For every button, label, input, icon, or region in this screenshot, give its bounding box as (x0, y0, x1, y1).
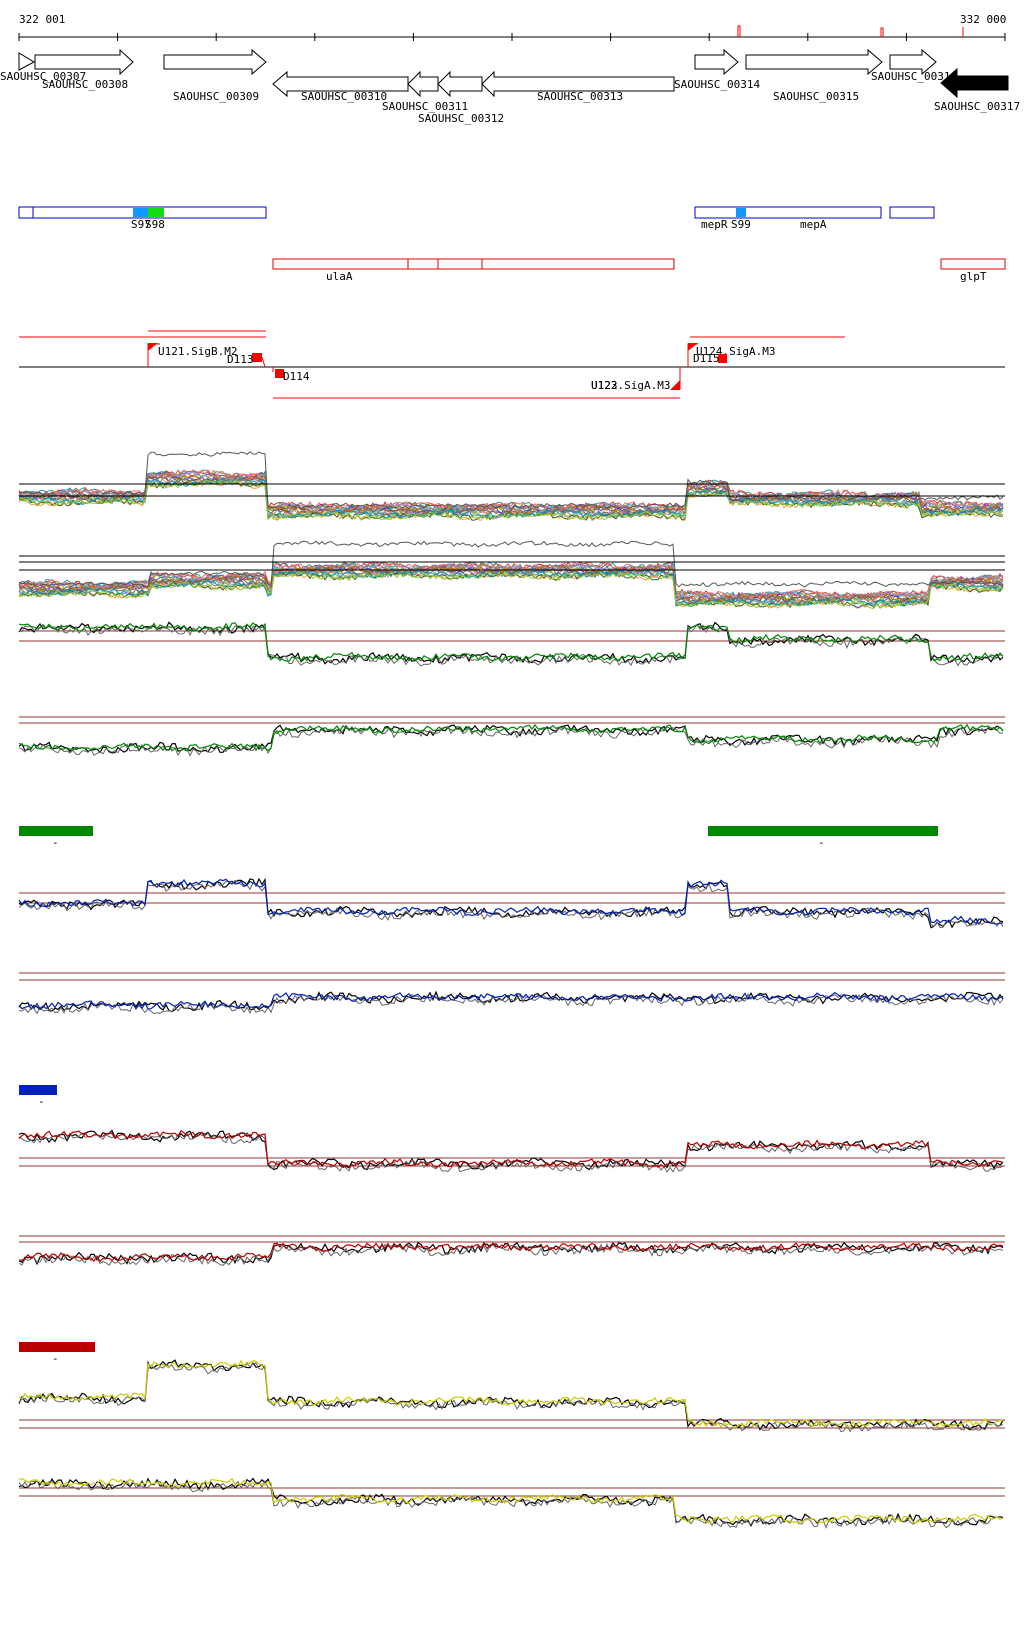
terminator-label-d113: D113 (227, 353, 254, 366)
feature-label-glpt: glpT (960, 270, 987, 283)
expression-trace-color (18, 1477, 1004, 1525)
expression-trace (18, 451, 1004, 510)
expression-trace-color (18, 723, 1004, 752)
terminator-d115[interactable] (718, 354, 727, 363)
expression-panels (18, 451, 1005, 1529)
gene-label: SAOUHSC_00313 (537, 90, 623, 103)
legend-bar-red[interactable] (19, 1342, 95, 1352)
feature-s98[interactable] (148, 208, 164, 217)
expression-trace-black (18, 1129, 1004, 1171)
ruler-ticks (18, 33, 1006, 41)
feature-label-s99: S99 (731, 218, 751, 231)
promoter-label-u122: U122.SigA.M3 (591, 379, 670, 392)
ruler-marker (737, 25, 884, 37)
legend-mark: - (38, 1095, 45, 1108)
legend-mark: - (52, 1352, 59, 1365)
gene-label: SAOUHSC_00309 (173, 90, 259, 103)
expression-trace-color (18, 1359, 1003, 1429)
gene-label: SAOUHSC_00307 (0, 70, 86, 83)
legend-bar-green[interactable] (19, 826, 93, 836)
expression-trace (18, 560, 1004, 600)
gene-label: SAOUHSC_00312 (418, 112, 504, 125)
terminator-label-d115: D115 (693, 352, 720, 365)
gene-saouhsc-00316[interactable]: SAOUHSC_00316 (871, 48, 957, 83)
gene-label: SAOUHSC_00308 (42, 78, 128, 91)
gene-label: SAOUHSC_00315 (773, 90, 859, 103)
expression-trace-grey (18, 879, 1004, 929)
ruler-end-label: 332 000 (960, 13, 1006, 26)
terminator-label-d114: D114 (283, 370, 310, 383)
expression-trace-color (18, 622, 1004, 662)
ruler-start-label: 322 001 (19, 13, 65, 26)
expression-trace-black (18, 990, 1004, 1013)
expression-trace-color (19, 1241, 1004, 1263)
blue-feature[interactable] (18, 206, 267, 219)
feature-s99[interactable] (736, 208, 746, 217)
expression-trace (18, 469, 1004, 512)
condition-legends: - - - - (19, 826, 938, 1365)
gene-saouhsc-00308[interactable]: SAOUHSC_00308 (34, 48, 134, 91)
expression-trace-color (18, 991, 1004, 1010)
feature-label-s98: S98 (145, 218, 165, 231)
expression-trace-black (18, 1359, 1004, 1431)
gene-saouhsc-00315[interactable]: SAOUHSC_00315 (745, 48, 883, 103)
blue-feature[interactable] (889, 206, 935, 219)
expression-trace-grey (18, 993, 1004, 1015)
expression-trace-black (18, 1477, 1004, 1528)
feature-label-mepa: mepA (800, 218, 827, 231)
expression-trace (18, 570, 1004, 609)
promoter-track: U121.SigB.M2 D113 D114 U122.SigA.M3 U123… (19, 330, 1005, 399)
blue-feature-track: S97 S98 mepR S99 mepA (18, 206, 935, 231)
gene-saouhsc-00317[interactable]: SAOUHSC_00317 (934, 67, 1020, 113)
gene-saouhsc-00314[interactable]: SAOUHSC_00314 (674, 48, 760, 91)
feature-s97[interactable] (133, 208, 148, 217)
terminator-d114[interactable] (275, 369, 284, 378)
promoter-label-u121: U121.SigB.M2 (158, 345, 237, 358)
gene-label: SAOUHSC_00311 (382, 100, 468, 113)
legend-bar-blue[interactable] (19, 1085, 57, 1095)
expression-trace (18, 474, 1004, 517)
expression-trace-color (18, 878, 1004, 925)
gene-saouhsc-00309[interactable]: SAOUHSC_00309 (163, 48, 267, 103)
expression-trace (18, 563, 1004, 601)
gene-label: SAOUHSC_00317 (934, 100, 1020, 113)
expression-trace-grey (18, 1479, 1004, 1529)
expression-trace (18, 477, 1004, 519)
expression-trace-grey (18, 1132, 1004, 1173)
gene-saouhsc-00313[interactable]: SAOUHSC_00313 (481, 70, 675, 103)
expression-trace-grey (18, 623, 1004, 667)
blue-feature[interactable] (694, 206, 882, 219)
expression-trace (18, 568, 1004, 607)
feature-label-ulaa: ulaA (326, 270, 353, 283)
red-gene-track: ulaA glpT (272, 258, 1006, 283)
coordinate-ruler: 322 001 332 000 (18, 13, 1006, 41)
promoter-label-u123: U123 (591, 379, 618, 392)
red-feature[interactable] (940, 258, 1006, 270)
expression-trace (18, 540, 1004, 588)
legend-bar-green[interactable] (708, 826, 938, 836)
gene-track: SAOUHSC_00307 SAOUHSC_00308 SAOUHSC_0030… (0, 48, 1020, 125)
expression-trace (18, 566, 1004, 606)
feature-label-mepr: mepR (701, 218, 728, 231)
gene-label: SAOUHSC_00314 (674, 78, 760, 91)
gene-saouhsc-00311[interactable]: SAOUHSC_00311 (382, 70, 468, 113)
terminator-d113[interactable] (252, 353, 262, 362)
red-feature[interactable] (272, 258, 675, 270)
expression-trace-grey (18, 725, 1004, 757)
legend-mark: - (52, 836, 59, 849)
expression-trace-grey (18, 1362, 1004, 1433)
expression-trace-color (18, 1129, 1004, 1169)
gene-saouhsc-00312[interactable]: SAOUHSC_00312 (418, 70, 504, 125)
feature-label-s97: S97 (131, 218, 151, 231)
gene-label: SAOUHSC_00310 (301, 90, 387, 103)
expression-trace-grey (18, 1242, 1004, 1266)
legend-mark: - (818, 836, 825, 849)
gene-label: SAOUHSC_00316 (871, 70, 957, 83)
gene-saouhsc-00310[interactable]: SAOUHSC_00310 (272, 70, 409, 103)
gene-saouhsc-00307[interactable]: SAOUHSC_00307 (0, 52, 86, 83)
promoter-label-u124: U124.SigA.M3 (696, 345, 775, 358)
